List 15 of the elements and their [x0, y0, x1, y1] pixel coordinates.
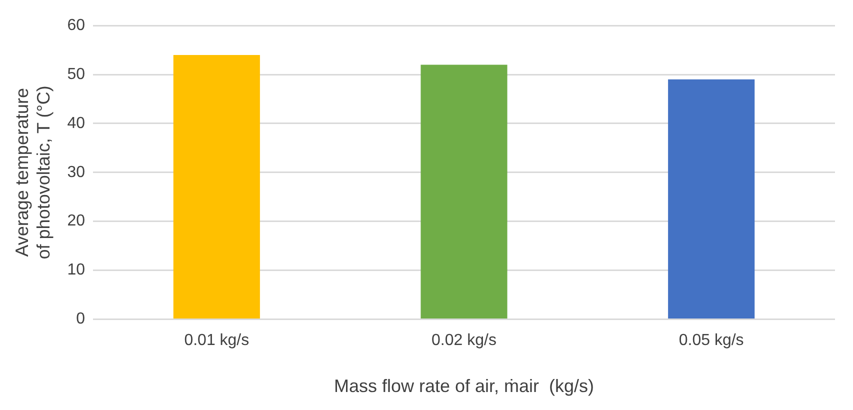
- bar: [173, 54, 260, 318]
- y-tick-label: 10: [67, 262, 86, 279]
- y-tick-label: 60: [67, 17, 86, 34]
- x-tick-label: 0.05 kg/s: [678, 332, 744, 350]
- x-tick-label: 0.01 kg/s: [184, 332, 250, 350]
- y-tick-label: 30: [67, 164, 86, 181]
- y-tick-label: 20: [67, 212, 86, 230]
- y-axis-title: Average temperature of photovoltaic, T (°C): [12, 86, 54, 260]
- y-tick-label: 40: [67, 114, 86, 132]
- bar: [668, 79, 755, 318]
- x-tick-label: 0.02 kg/s: [432, 332, 496, 350]
- x-axis-title: Mass flow rate of air, ṁair (kg/s): [334, 376, 594, 396]
- y-tick-label: 0: [76, 310, 86, 328]
- y-tick-label: 50: [67, 66, 86, 83]
- bar: [420, 64, 508, 318]
